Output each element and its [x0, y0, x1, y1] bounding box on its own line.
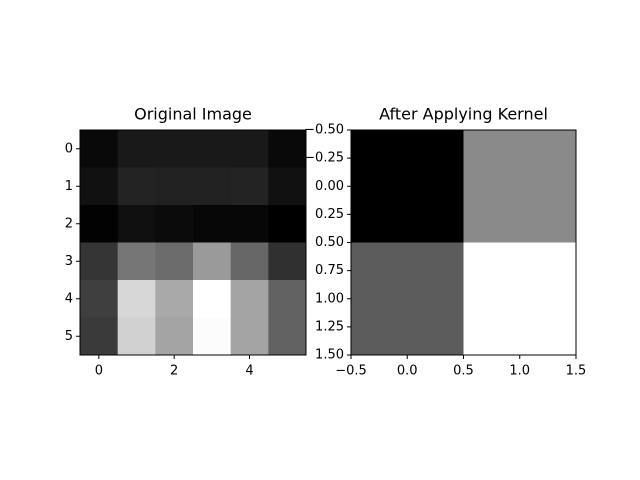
heatmap-cell	[230, 280, 269, 318]
chart-title: After Applying Kernel	[379, 105, 548, 124]
heatmap-cell	[80, 205, 119, 243]
heatmap-cell	[155, 317, 194, 356]
heatmap-cell	[268, 130, 307, 168]
y-tick-label: 0	[65, 141, 73, 156]
y-tick-label: −0.50	[304, 123, 344, 138]
heatmap-cell	[230, 242, 269, 281]
heatmap-cell	[155, 280, 194, 318]
y-tick-label: 1.50	[315, 348, 344, 363]
heatmap-cell	[80, 317, 119, 356]
y-tick-label: 2	[65, 216, 73, 231]
y-tick-label: 0.50	[315, 235, 344, 250]
heatmap-cell	[117, 280, 156, 318]
heatmap-cell	[351, 130, 464, 243]
y-tick-label: 1.25	[315, 319, 344, 334]
y-tick-label: 0.75	[315, 263, 344, 278]
heatmap-cell	[268, 242, 307, 281]
x-tick-label: 4	[245, 364, 253, 379]
heatmap-cell	[193, 242, 232, 281]
heatmap-cell	[117, 317, 156, 356]
y-tick-label: 1.00	[315, 291, 344, 306]
x-tick-label: 0.5	[453, 364, 474, 379]
x-tick-label: 0.0	[397, 364, 418, 379]
x-tick-label: 1.5	[566, 364, 587, 379]
x-tick-label: 1.0	[509, 364, 530, 379]
heatmap-cell	[80, 242, 119, 281]
y-tick-label: 0.00	[315, 179, 344, 194]
y-tick-label: 3	[65, 254, 73, 269]
heatmap-cell	[117, 167, 156, 206]
x-tick-label: 2	[170, 364, 178, 379]
heatmap-cell	[193, 130, 232, 168]
heatmap-cell	[463, 130, 577, 243]
heatmap-cell	[463, 242, 577, 356]
heatmap-cell	[155, 167, 194, 206]
heatmap-cell	[230, 130, 269, 168]
heatmap-cell	[117, 205, 156, 243]
x-tick-label: −0.5	[335, 364, 367, 379]
x-tick-label: 0	[95, 364, 103, 379]
heatmap-cell	[117, 242, 156, 281]
heatmap-cell	[351, 242, 464, 356]
heatmap-cell	[117, 130, 156, 168]
y-tick-label: 4	[65, 291, 73, 306]
chart-title: Original Image	[134, 105, 252, 124]
heatmap-cell	[193, 280, 232, 318]
heatmap-cell	[268, 167, 307, 206]
y-tick-label: 5	[65, 329, 73, 344]
heatmap-cell	[155, 130, 194, 168]
heatmap-cell	[230, 205, 269, 243]
heatmap-cell	[155, 205, 194, 243]
heatmap-cell	[230, 167, 269, 206]
heatmap-cell	[193, 167, 232, 206]
y-tick-label: −0.25	[304, 151, 344, 166]
heatmap-cell	[80, 130, 119, 168]
heatmap-cell	[268, 205, 307, 243]
heatmap-cell	[193, 205, 232, 243]
heatmap-cell	[193, 317, 232, 356]
heatmap-cell	[268, 280, 307, 318]
heatmap-cell	[268, 317, 307, 356]
axes-frame	[79, 129, 307, 356]
heatmap-cell	[80, 167, 119, 206]
y-tick-label: 0.25	[315, 207, 344, 222]
heatmap-cell	[230, 317, 269, 356]
heatmap-cell	[155, 242, 194, 281]
y-tick-label: 1	[65, 179, 73, 194]
heatmap-cell	[80, 280, 119, 318]
